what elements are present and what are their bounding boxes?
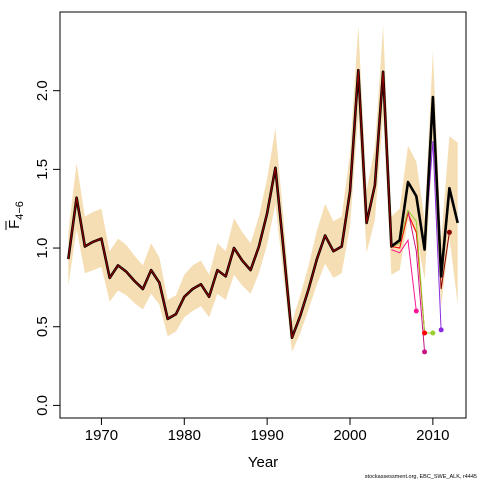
retro-endpoint-3: [422, 349, 428, 355]
x-tick-label: 2010: [416, 427, 449, 444]
x-tick-label: 2000: [333, 427, 366, 444]
retrospective-endpoints-layer: [413, 229, 452, 355]
retro-endpoint-6: [446, 229, 452, 235]
retro-endpoint-5: [438, 327, 444, 333]
y-tick-label: 2.0: [34, 80, 51, 101]
y-tick-label: 1.5: [34, 159, 51, 180]
retro-endpoint-2: [413, 308, 419, 314]
y-tick-label: 1.0: [34, 238, 51, 259]
y-tick-label: 0.5: [34, 316, 51, 337]
footnote: stockassessment.org, EBC_SWE_ALK, r4445: [365, 474, 477, 480]
retro-line-1: [391, 211, 426, 334]
y-axis-label-base: F: [6, 220, 23, 229]
main-estimate-layer: [67, 68, 459, 340]
y-axis-label: F4−6: [5, 201, 26, 230]
x-axis: 1970 1980 1990 2000 2010: [85, 417, 450, 444]
y-axis: 0.0 0.5 1.0 1.5 2.0: [34, 80, 61, 416]
x-tick-label: 1980: [168, 427, 201, 444]
y-axis-label-subscript: 4−6: [14, 201, 26, 220]
retro-line-0: [67, 69, 392, 339]
retro-endpoint-1: [422, 330, 428, 336]
x-axis-label: Year: [248, 454, 278, 471]
y-tick-label: 0.0: [34, 395, 51, 416]
x-tick-label: 1990: [250, 427, 283, 444]
retro-endpoint-4: [430, 330, 436, 336]
confidence-band: [68, 26, 458, 352]
confidence-band-layer: [68, 26, 458, 352]
retro-line-2: [391, 238, 417, 312]
svg-text:F4−6: F4−6: [6, 201, 26, 229]
x-tick-label: 1970: [85, 427, 118, 444]
